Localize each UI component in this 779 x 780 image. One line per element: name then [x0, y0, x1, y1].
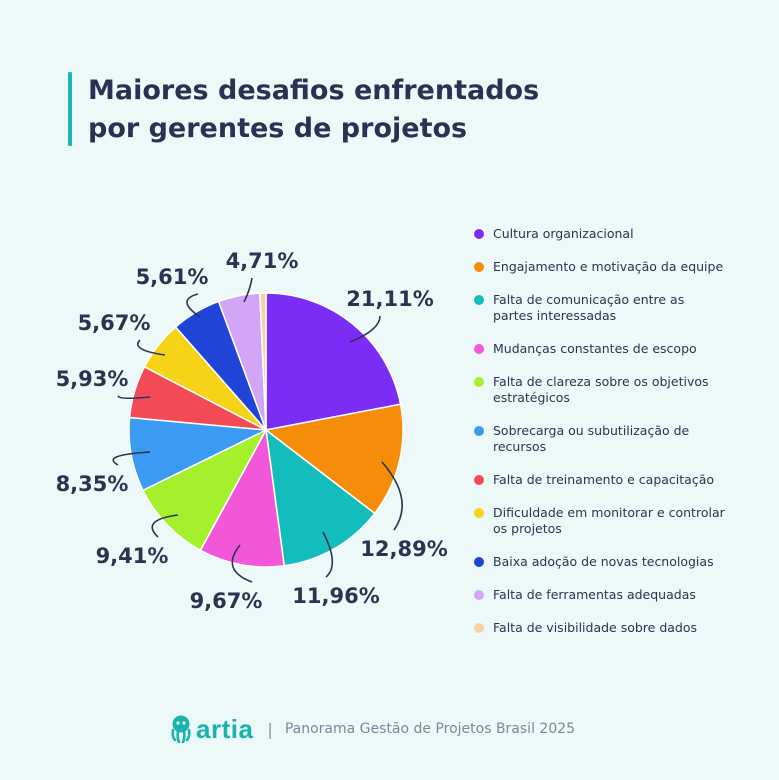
legend-item: Engajamento e motivação da equipe [474, 259, 764, 275]
pie-slice-falta-de-comunicacao-entre-as-partes-interessadas [265, 428, 376, 567]
legend-label-line: os projetos [493, 521, 562, 536]
legend-label-line: Falta de ferramentas adequadas [493, 587, 696, 602]
legend-label: Cultura organizacional [493, 226, 634, 242]
pie-chart: 21,11% 12,89% 11,96% 9,67% 9,41% 8,35% 5,93% 5,… [56, 249, 448, 613]
data-label-falta-de-comunicacao-entre-as-partes-interessadas: 11,96% [292, 584, 379, 608]
leader-line-cultura-organizacional [349, 315, 381, 343]
leader-line-falta-de-ferramentas-adequadas [243, 277, 253, 303]
legend-item: Cultura organizacional [474, 226, 764, 242]
legend-swatch [474, 229, 484, 239]
legend-label: Falta de visibilidade sobre dados [493, 620, 697, 636]
legend-item: Sobrecarga ou subutilização de recursos [474, 423, 764, 455]
leader-line-sobrecarga-ou-subutilizacao-de-recursos [112, 451, 151, 466]
leader-line-mudancas-constantes-de-escopo [231, 544, 253, 583]
pie-slice-mudancas-constantes-de-escopo [199, 427, 286, 568]
page-title: Maiores desafios enfrentados por gerente… [88, 72, 688, 148]
legend-swatch [474, 623, 484, 633]
data-label-falta-de-ferramentas-adequadas: 4,71% [226, 249, 299, 273]
data-label-sobrecarga-ou-subutilizacao-de-recursos: 8,35% [56, 472, 129, 496]
data-label-dificuldade-em-monitorar-e-controlar-os-projetos: 5,67% [78, 311, 151, 335]
legend-swatch [474, 377, 484, 387]
leader-line-dificuldade-em-monitorar-e-controlar-os-projetos [137, 339, 166, 356]
title-accent-bar [68, 72, 72, 146]
title-line-2: por gerentes de projetos [88, 113, 468, 144]
pie-slice-engajamento-e-motivacao-da-equipe [264, 403, 404, 515]
leader-line-falta-de-clareza-sobre-os-objetivos-estrategicos [151, 514, 179, 538]
legend-label: Falta de clareza sobre os objetivos estra… [493, 374, 709, 406]
pie-slice-falta-de-visibilidade-sobre-dados [259, 292, 267, 431]
legend-item: Falta de clareza sobre os objetivos estra… [474, 374, 764, 406]
legend-swatch [474, 295, 484, 305]
legend-item: Falta de ferramentas adequadas [474, 587, 764, 603]
legend-label: Baixa adoção de novas tecnologias [493, 554, 714, 570]
legend-label-line: estratégicos [493, 390, 570, 405]
legend-label: Sobrecarga ou subutilização de recursos [493, 423, 689, 455]
footer: artia | Panorama Gestão de Projetos Bras… [170, 713, 575, 745]
legend-item: Baixa adoção de novas tecnologias [474, 554, 764, 570]
legend-label-line: Cultura organizacional [493, 226, 634, 241]
legend-label-line: Mudanças constantes de escopo [493, 341, 697, 356]
leader-line-falta-de-comunicacao-entre-as-partes-interessadas [322, 531, 334, 578]
title-line-1: Maiores desafios enfrentados [88, 75, 540, 106]
legend-label: Dificuldade em monitorar e controlar os p… [493, 505, 725, 537]
legend-label-line: Dificuldade em monitorar e controlar [493, 505, 725, 520]
legend-swatch [474, 262, 484, 272]
leader-line-engajamento-e-motivacao-da-equipe [381, 461, 403, 531]
legend-label-line: Engajamento e motivação da equipe [493, 259, 724, 274]
data-label-baixa-adocao-de-novas-tecnologias: 5,61% [136, 265, 209, 289]
legend-label: Falta de comunicação entre as partes inte… [493, 292, 684, 324]
legend-label-line: Falta de clareza sobre os objetivos [493, 374, 709, 389]
legend-item: Mudanças constantes de escopo [474, 341, 764, 357]
legend-item: Falta de visibilidade sobre dados [474, 620, 764, 636]
legend-label-line: recursos [493, 439, 547, 454]
data-label-falta-de-treinamento-e-capacitacao: 5,93% [56, 367, 129, 391]
legend-label: Mudanças constantes de escopo [493, 341, 697, 357]
leader-line-baixa-adocao-de-novas-tecnologias [186, 293, 201, 318]
data-label-falta-de-clareza-sobre-os-objetivos-estrategicos: 9,41% [96, 544, 169, 568]
footer-separator: | [267, 719, 273, 739]
legend-label-line: Baixa adoção de novas tecnologias [493, 554, 714, 569]
legend-swatch [474, 344, 484, 354]
legend-label-line: partes interessadas [493, 308, 617, 323]
legend-label-line: Sobrecarga ou subutilização de [493, 423, 690, 438]
legend-label: Falta de treinamento e capacitação [493, 472, 714, 488]
legend-label-line: Falta de treinamento e capacitação [493, 472, 715, 487]
data-label-engajamento-e-motivacao-da-equipe: 12,89% [360, 537, 447, 561]
brand-name: artia [196, 713, 254, 744]
brand-logo: artia [170, 714, 253, 745]
legend-label-line: Falta de comunicação entre as [493, 292, 685, 307]
legend-item: Dificuldade em monitorar e controlar os p… [474, 505, 764, 537]
data-label-cultura-organizacional: 21,11% [346, 287, 433, 311]
legend-swatch [474, 557, 484, 567]
legend-swatch [474, 590, 484, 600]
legend-label: Engajamento e motivação da equipe [493, 259, 723, 275]
legend-swatch [474, 426, 484, 436]
legend-label: Falta de ferramentas adequadas [493, 587, 696, 603]
octopus-icon [171, 715, 191, 743]
legend-swatch [474, 508, 484, 518]
legend-item: Falta de treinamento e capacitação [474, 472, 764, 488]
legend-label-line: Falta de visibilidade sobre dados [493, 620, 698, 635]
legend-item: Falta de comunicação entre as partes inte… [474, 292, 764, 324]
pie-slice-falta-de-clareza-sobre-os-objetivos-estrategicos [141, 428, 268, 552]
data-label-mudancas-constantes-de-escopo: 9,67% [190, 589, 263, 613]
legend-swatch [474, 475, 484, 485]
footer-text: Panorama Gestão de Projetos Brasil 2025 [284, 721, 576, 737]
pie-slice-cultura-organizacional [265, 292, 402, 431]
leader-line-falta-de-treinamento-e-capacitacao [117, 395, 151, 400]
